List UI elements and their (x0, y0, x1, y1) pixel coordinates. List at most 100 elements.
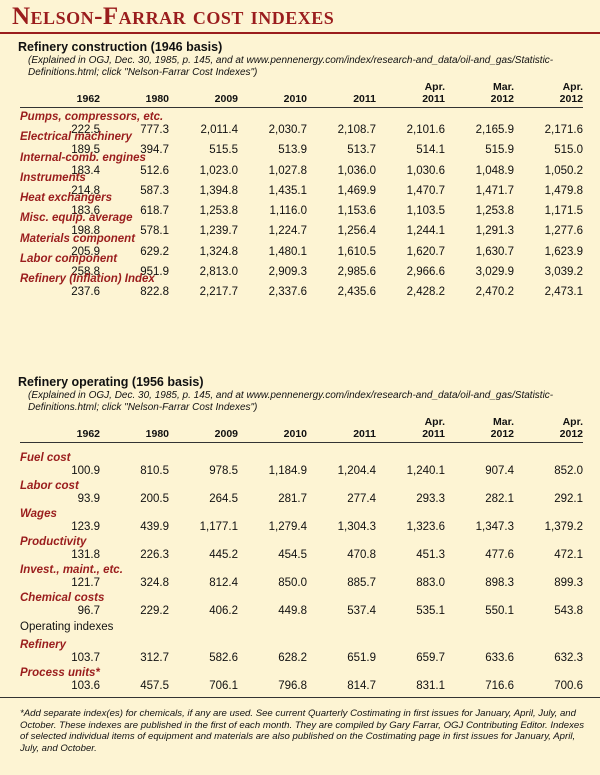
cell: 1,177.1 (199, 521, 238, 533)
row-values: 93.9 200.5 264.5 281.7 277.4 293.3 282.1 292.1 (20, 493, 583, 506)
column-header: 1962 (20, 93, 100, 105)
cell: 1,184.9 (268, 465, 307, 477)
cell: 899.3 (554, 577, 583, 589)
cell: 1,240.1 (406, 465, 445, 477)
cell: 123.9 (71, 521, 100, 533)
cell: 258.8 (71, 266, 100, 279)
table-row: Fuel cost 100.9 810.5 978.5 1,184.9 1,204.4 1,… (0, 447, 600, 477)
cell: 324.8 (140, 577, 169, 589)
column-header: Apr. 2012 (514, 416, 583, 440)
cell: 1,116.0 (269, 205, 307, 218)
rows: Fuel cost 100.9 810.5 978.5 1,184.9 1,204.4 1,… (0, 447, 600, 693)
column-header-text: Apr. 2011 (422, 416, 445, 440)
row-label: Electrical machinery (20, 131, 132, 144)
row-label: Refinery (Inflation) Index (20, 273, 155, 286)
cell: 2,985.6 (337, 266, 376, 279)
row-label: Internal-comb. engines (20, 151, 146, 164)
row-values: 205.9 629.2 1,324.8 1,480.1 1,610.5 1,620.7 1,… (20, 246, 583, 259)
cell: 1,623.9 (544, 245, 583, 258)
cell: 812.4 (209, 577, 238, 589)
row-values: 189.5 394.7 515.5 513.9 513.7 514.1 515.9 515.0 (20, 144, 583, 157)
cell: 214.8 (71, 184, 100, 197)
cell: 1,256.4 (337, 225, 376, 238)
cell: 512.6 (140, 164, 169, 177)
cell: 2,108.7 (337, 124, 376, 136)
row-label: Heat exchangers (20, 192, 113, 205)
row-label: Instruments (20, 171, 86, 184)
table-row: Refinery (Inflation) Index 237.6 822.8 2,21… (0, 273, 600, 299)
cell: 1,253.8 (475, 205, 514, 218)
cell: 2,966.6 (406, 266, 445, 279)
cell: 1,630.7 (475, 245, 514, 258)
header-row: 1962 1980 2009 2010 2011 Apr. 2011 Mar. 2012 Ap… (20, 78, 583, 108)
column-header-text: 1962 (76, 93, 100, 105)
cell: 454.5 (278, 549, 307, 561)
cell: 449.8 (278, 605, 307, 617)
table-row: Labor component 258.8 951.9 2,813.0 2,909.3 2… (0, 253, 600, 279)
row-label: Wages (20, 508, 57, 520)
cell: 1,027.8 (268, 164, 307, 177)
cell: 103.7 (71, 652, 100, 664)
cell: 907.4 (485, 465, 514, 477)
table-row: Materials component 205.9 629.2 1,324.8 1,48… (0, 233, 600, 259)
cell: 1,620.7 (406, 245, 445, 258)
column-header: 2009 (169, 428, 238, 440)
cell: 659.7 (416, 652, 445, 664)
cell: 537.4 (347, 605, 376, 617)
column-header: 1980 (100, 93, 169, 105)
cell: 1,379.2 (544, 521, 583, 533)
cell: 1,480.1 (268, 245, 307, 258)
cell: 550.1 (485, 605, 514, 617)
table-row: Productivity 131.8 226.3 445.2 454.5 470.8 451… (0, 531, 600, 562)
cell: 578.1 (140, 225, 169, 238)
cell: 470.8 (347, 549, 376, 561)
cell: 706.1 (209, 680, 238, 692)
table-row: Pumps, compressors, etc. 222.5 777.3 2,011.… (0, 111, 600, 136)
cell: 451.3 (416, 549, 445, 561)
cell: 445.2 (209, 549, 238, 561)
cell: 2,011.4 (200, 124, 238, 136)
cell: 716.6 (485, 680, 514, 692)
cell: 814.7 (347, 680, 376, 692)
column-header: Apr. 2012 (514, 81, 583, 105)
row-values: 103.7 312.7 582.6 628.2 651.9 659.7 633.6 632.3 (20, 652, 583, 665)
cell: 2,470.2 (475, 286, 514, 299)
column-header-text: 2011 (353, 428, 376, 440)
cell: 852.0 (554, 465, 583, 477)
column-header: 1980 (100, 428, 169, 440)
column-header-text: Mar. 2012 (490, 416, 514, 440)
cell: 513.9 (278, 144, 307, 157)
title: Nelson-Farrar cost indexes (12, 3, 335, 30)
column-header-text: 2010 (283, 428, 307, 440)
cell: 1,050.2 (544, 164, 583, 177)
cell: 96.7 (77, 605, 100, 617)
cell: 777.3 (140, 124, 169, 136)
cell: 2,217.7 (199, 286, 238, 299)
cell: 277.4 (347, 493, 376, 505)
row-label: Chemical costs (20, 592, 105, 604)
table-row: Electrical machinery 189.5 394.7 515.5 513.9… (0, 131, 600, 157)
header-row: 1962 1980 2009 2010 2011 Apr. 2011 Mar. 2012 Ap… (20, 413, 583, 443)
cell: 883.0 (416, 577, 445, 589)
cell: 1,304.3 (337, 521, 376, 533)
section-heading: Refinery operating (1956 basis) (18, 375, 204, 389)
title-bar: Nelson-Farrar cost indexes (0, 0, 600, 34)
cell: 457.5 (140, 680, 169, 692)
row-values: 183.4 512.6 1,023.0 1,027.8 1,036.0 1,030.6 1,… (20, 165, 583, 178)
row-values: 183.6 618.7 1,253.8 1,116.0 1,153.6 1,103.5 1,… (20, 205, 583, 218)
cell: 1,224.7 (268, 225, 307, 238)
cell: 1,103.5 (406, 205, 445, 218)
cell: 582.6 (209, 652, 238, 664)
column-header-text: 1980 (145, 428, 169, 440)
row-values: 131.8 226.3 445.2 454.5 470.8 451.3 477.6 472.1 (20, 549, 583, 562)
cell: 200.5 (140, 493, 169, 505)
column-header: 2011 (307, 428, 376, 440)
row-values: 103.6 457.5 706.1 796.8 814.7 831.1 716.6 700.6 (20, 680, 583, 693)
cell: 2,171.6 (544, 124, 583, 136)
column-header: Mar. 2012 (445, 81, 514, 105)
table-row: Refinery 103.7 312.7 582.6 628.2 651.9 659.7 63… (0, 634, 600, 665)
cell: 205.9 (71, 245, 100, 258)
cell: 183.4 (71, 164, 100, 177)
cell: 514.1 (416, 144, 445, 157)
cell: 1,471.7 (475, 184, 514, 197)
